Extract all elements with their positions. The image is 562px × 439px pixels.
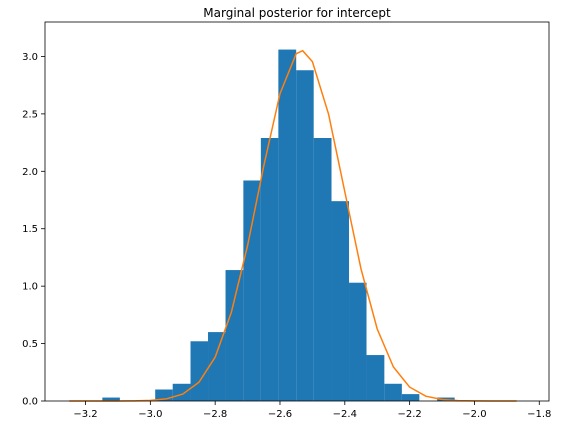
bar [278,49,297,402]
bar [102,397,120,401]
y-tick-label: 0.0 [22,397,38,408]
bar [296,70,314,402]
axes-frame [44,21,550,402]
bar [243,180,261,401]
bar [366,355,385,401]
bar [401,394,420,401]
x-tick-label: −1.8 [527,409,551,420]
x-tick-label: −2.8 [203,409,227,420]
bar [349,282,367,401]
x-tick-label: −3.2 [73,409,97,420]
y-tick-label: 2.5 [22,109,38,120]
bar [331,201,350,401]
x-tick-label: −2.2 [397,409,421,420]
x-tick-label: −2.0 [462,409,486,420]
y-tick-label: 3.0 [22,52,38,63]
x-tick-label: −3.0 [138,409,162,420]
y-tick-label: 2.0 [22,167,38,178]
x-tick-label: −2.6 [268,409,292,420]
bar [155,389,173,401]
x-tick-label: −2.4 [333,409,357,420]
bar [313,137,332,402]
bar [208,332,226,401]
y-tick-label: 0.5 [22,339,38,350]
y-tick-label: 1.5 [22,224,38,235]
y-tick-label: 1.0 [22,282,38,293]
bar [225,270,244,401]
bar [172,383,191,401]
chart-title: Marginal posterior for intercept [203,6,391,20]
bar [384,383,402,401]
bar [260,137,279,402]
density-line [69,49,517,402]
